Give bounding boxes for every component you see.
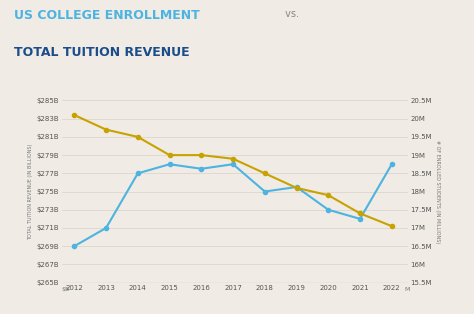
Y-axis label: # OF ENROLLED STUDENTS (IN MILLIONS): # OF ENROLLED STUDENTS (IN MILLIONS) bbox=[435, 140, 440, 243]
Text: $B: $B bbox=[62, 287, 70, 292]
Y-axis label: TOTAL TUITION REVENUE (IN BILLIONS): TOTAL TUITION REVENUE (IN BILLIONS) bbox=[28, 143, 34, 240]
Text: TOTAL TUITION REVENUE: TOTAL TUITION REVENUE bbox=[14, 46, 190, 58]
Text: M: M bbox=[405, 287, 410, 292]
Text: vs.: vs. bbox=[282, 9, 299, 19]
Text: US COLLEGE ENROLLMENT: US COLLEGE ENROLLMENT bbox=[14, 9, 200, 22]
